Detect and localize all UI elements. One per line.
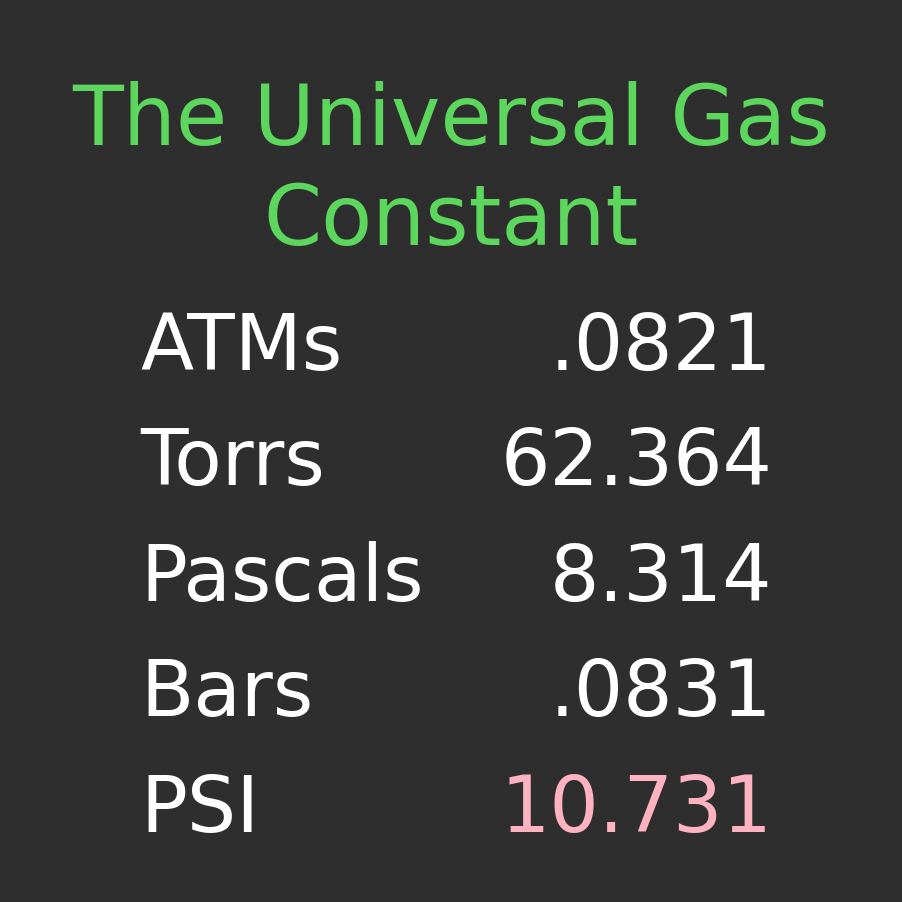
Text: 8.314: 8.314 bbox=[549, 540, 771, 616]
Text: PSI: PSI bbox=[140, 771, 259, 847]
Text: .0821: .0821 bbox=[549, 309, 771, 385]
Text: The Universal Gas: The Universal Gas bbox=[72, 81, 830, 162]
Text: 62.364: 62.364 bbox=[500, 425, 771, 501]
Text: Constant: Constant bbox=[263, 180, 639, 262]
Text: Torrs: Torrs bbox=[140, 425, 325, 501]
Text: 10.731: 10.731 bbox=[500, 771, 771, 847]
Text: .0831: .0831 bbox=[549, 656, 771, 732]
Text: ATMs: ATMs bbox=[140, 309, 342, 385]
Text: Pascals: Pascals bbox=[140, 540, 423, 616]
Text: Bars: Bars bbox=[140, 656, 313, 732]
